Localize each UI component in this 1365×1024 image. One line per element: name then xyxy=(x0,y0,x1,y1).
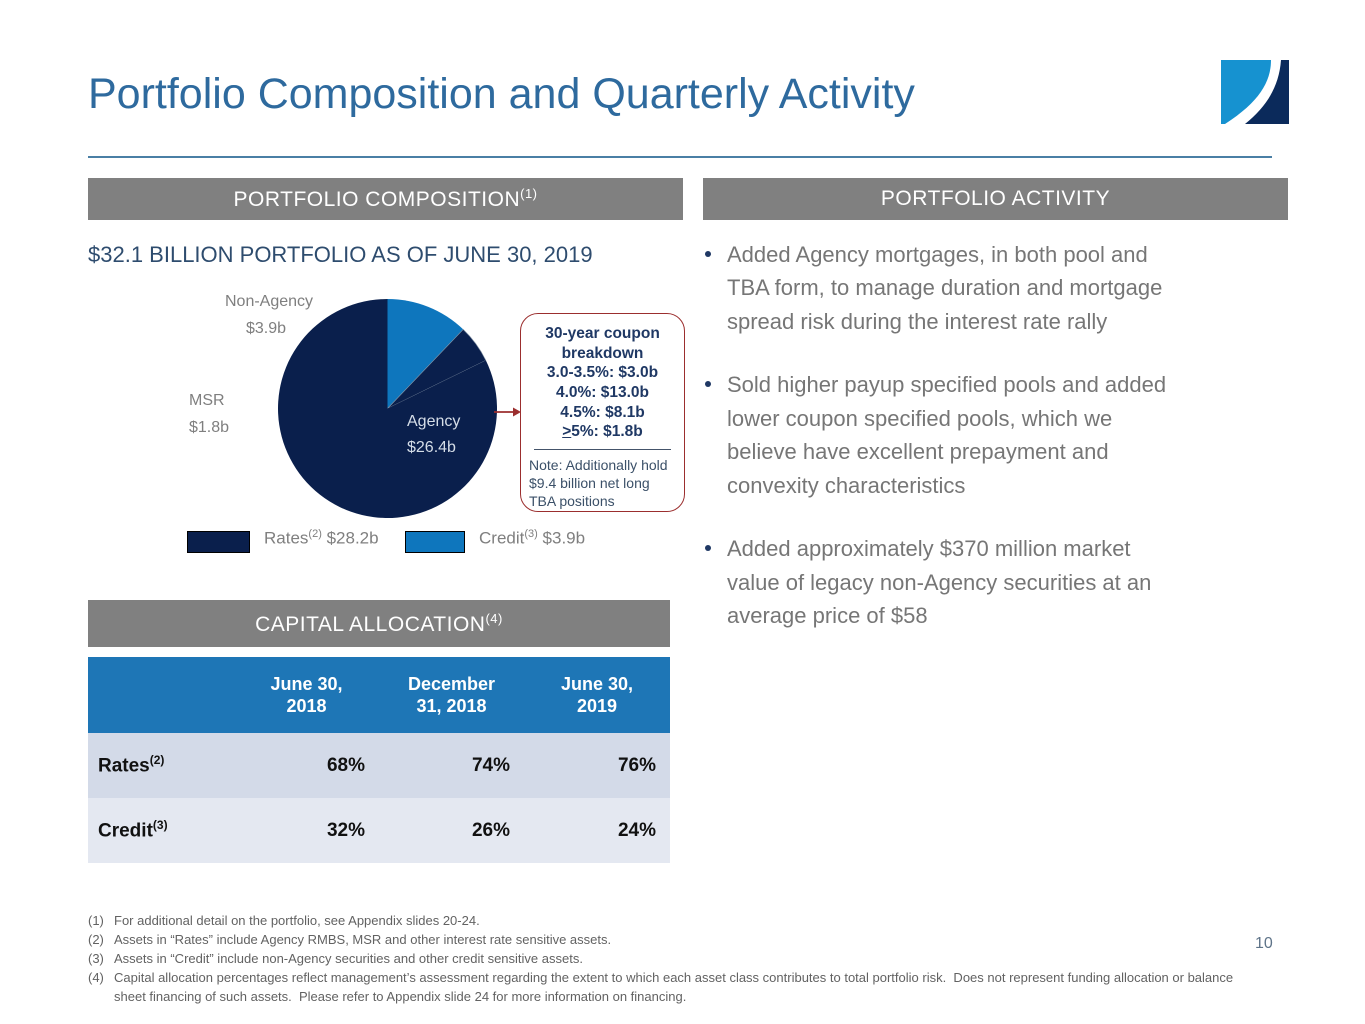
svg-text:Agency: Agency xyxy=(407,413,460,430)
svg-text:$26.4b: $26.4b xyxy=(407,439,456,456)
